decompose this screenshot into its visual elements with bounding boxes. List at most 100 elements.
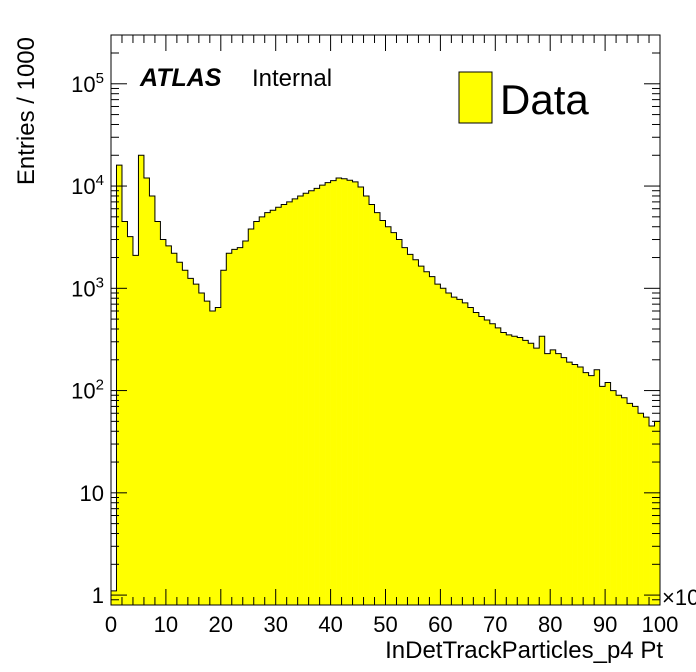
histogram-bin <box>363 195 370 605</box>
histogram-bin <box>539 336 546 605</box>
y-tick-label: 1 <box>92 583 104 608</box>
histogram-bin <box>259 216 266 605</box>
histogram-bin <box>489 323 496 605</box>
histogram-bin <box>583 372 589 605</box>
histogram-bin <box>165 245 172 606</box>
histogram-bin <box>314 188 320 605</box>
histogram-bin <box>588 375 595 605</box>
x-tick-labels: 0 10 20 30 40 50 60 70 80 90 100 <box>105 612 678 637</box>
histogram-bin <box>209 310 216 605</box>
histogram-bin <box>231 249 238 605</box>
histogram-bin <box>418 266 425 605</box>
histogram-bin <box>572 364 578 605</box>
histogram-bin <box>500 332 507 605</box>
x-tick-label: 40 <box>318 612 342 637</box>
histogram-bin <box>544 353 551 605</box>
histogram-bin <box>616 395 622 605</box>
histogram-bin <box>303 193 309 605</box>
histogram-bin <box>149 195 156 605</box>
histogram-bin <box>390 232 397 605</box>
histogram-bin <box>171 253 178 605</box>
axis-ticks <box>110 34 661 606</box>
histogram-bin <box>385 226 392 605</box>
histogram-bars <box>110 154 661 606</box>
histogram-bin <box>248 229 255 605</box>
histogram-bin <box>594 369 600 605</box>
y-tick-label: 10 <box>80 481 104 506</box>
histogram-bin <box>281 204 287 605</box>
histogram-bin <box>566 362 573 605</box>
histogram-outline <box>110 154 661 605</box>
histogram-bin <box>132 255 139 605</box>
x-tick-label: 50 <box>373 612 397 637</box>
y-axis-label: Entries / 1000 <box>13 37 40 185</box>
histogram-bin <box>649 426 655 605</box>
x-tick-label: 30 <box>263 612 287 637</box>
histogram-bin <box>319 185 326 606</box>
x-tick-label: 90 <box>593 612 617 637</box>
y-tick-label: 104 <box>71 172 104 199</box>
histogram-bin <box>220 270 227 605</box>
histogram-bin <box>297 195 304 605</box>
histogram-bin <box>473 312 480 605</box>
histogram-bin <box>275 207 282 605</box>
x-axis-multiplier: ×10 <box>662 585 696 610</box>
histogram-bin <box>352 181 359 605</box>
legend: Data <box>458 71 589 124</box>
histogram-bin <box>621 397 628 605</box>
histogram-bin <box>358 186 364 606</box>
histogram-bin <box>160 239 167 605</box>
histogram-bin <box>253 221 260 606</box>
histogram-bin <box>451 297 458 605</box>
histogram-bin <box>429 276 436 605</box>
histogram-bin <box>292 198 298 605</box>
histogram-bin <box>369 204 375 605</box>
histogram-bin <box>270 210 276 606</box>
histogram-bin <box>127 236 134 605</box>
histogram-bin <box>561 357 567 605</box>
histogram-bin <box>445 292 452 605</box>
x-tick-label: 80 <box>538 612 562 637</box>
atlas-label-bold: ATLAS <box>139 64 222 92</box>
histogram-bin <box>599 386 606 605</box>
histogram-bin <box>555 353 562 605</box>
x-tick-label: 100 <box>642 612 679 637</box>
histogram-bin <box>308 190 315 605</box>
histogram-bin <box>632 406 639 605</box>
histogram-bin <box>237 247 244 605</box>
histogram-bin <box>506 334 513 605</box>
atlas-label: ATLAS Internal <box>139 64 332 92</box>
histogram-bin <box>462 302 469 605</box>
y-tick-label: 102 <box>71 377 104 404</box>
histogram-bin <box>638 413 644 605</box>
histogram-bin <box>434 284 441 605</box>
histogram-bin <box>605 382 611 605</box>
histogram-bin <box>517 337 524 605</box>
histogram-bin <box>215 307 222 605</box>
x-tick-label: 10 <box>154 612 178 637</box>
histogram-bin <box>412 259 419 605</box>
histogram-bin <box>484 319 491 605</box>
histogram-bin <box>456 299 463 605</box>
histogram-bin <box>374 212 381 605</box>
histogram-bin <box>577 367 584 605</box>
histogram-bin <box>627 403 633 605</box>
histogram-bin <box>407 254 414 605</box>
histogram-bin <box>478 316 485 605</box>
histogram-bin <box>198 292 205 605</box>
histogram-bin <box>121 221 128 606</box>
histogram-bin <box>533 348 540 605</box>
histogram-bin <box>347 180 353 606</box>
histogram-bin <box>264 212 271 605</box>
histogram-bin <box>154 221 161 606</box>
histogram-bin <box>401 247 408 605</box>
histogram-bin <box>143 177 150 605</box>
histogram-bin <box>440 288 447 605</box>
histogram-bin <box>116 165 123 606</box>
histogram-bin <box>286 201 293 605</box>
x-tick-label: 70 <box>483 612 507 637</box>
y-tick-label: 105 <box>71 70 104 97</box>
histogram-bin <box>396 239 403 605</box>
histogram-bin <box>226 253 233 605</box>
